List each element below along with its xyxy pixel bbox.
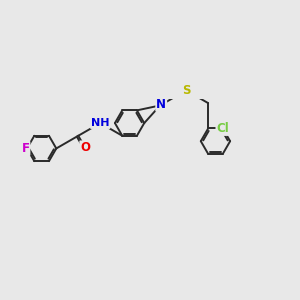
Text: O: O [80, 141, 90, 154]
Text: N: N [156, 98, 166, 111]
Text: Cl: Cl [216, 122, 229, 135]
Text: S: S [158, 99, 166, 112]
Text: NH: NH [91, 118, 110, 128]
Text: S: S [182, 84, 190, 97]
Text: F: F [21, 142, 29, 155]
